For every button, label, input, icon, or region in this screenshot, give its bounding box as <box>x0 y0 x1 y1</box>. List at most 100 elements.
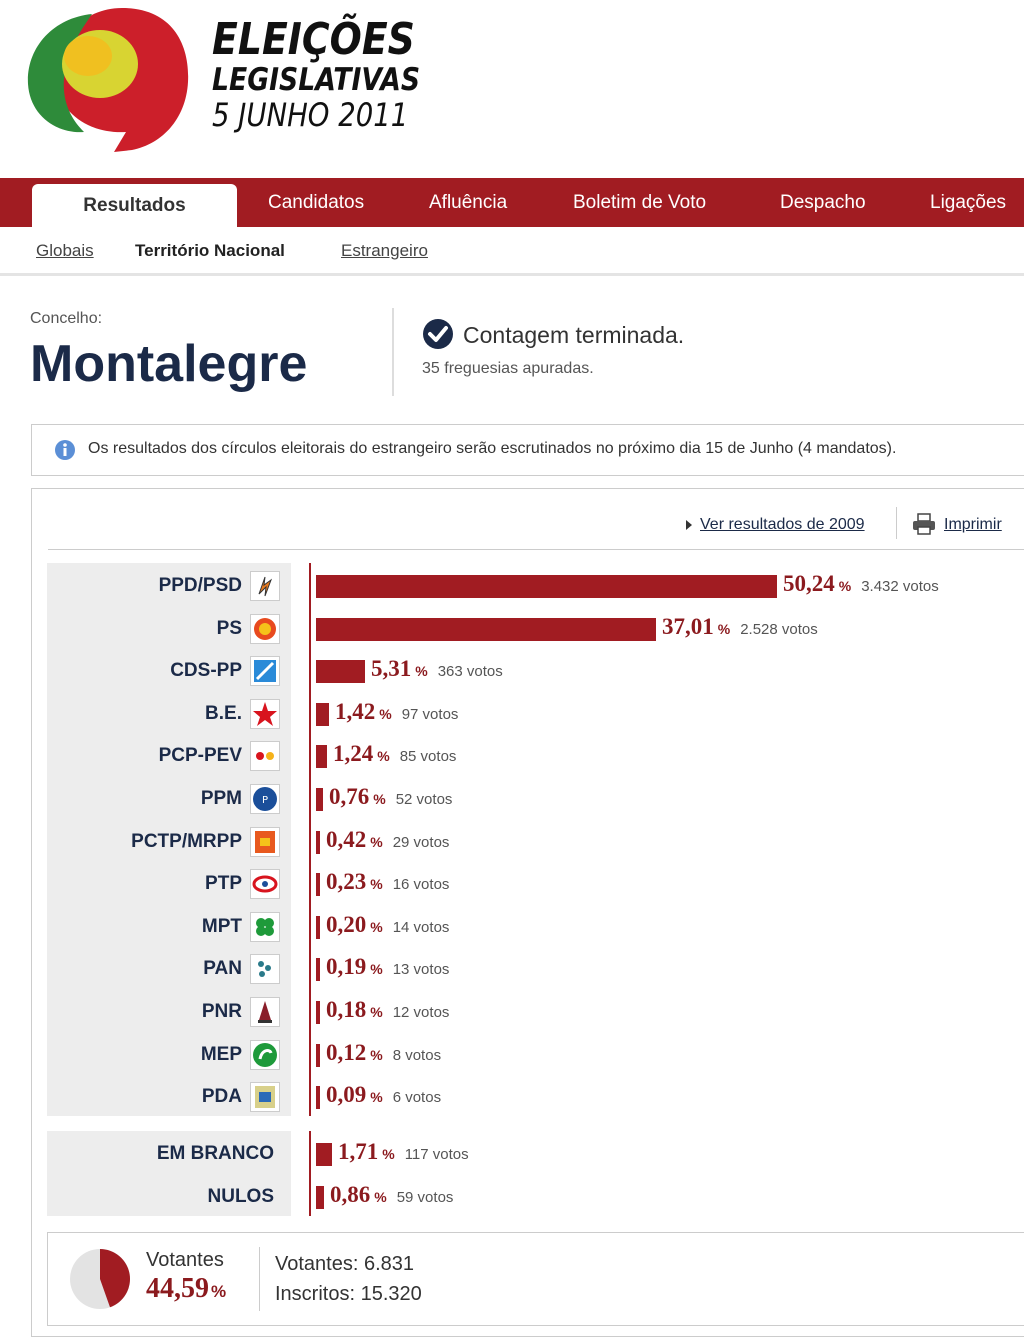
party-name: CDS-PP <box>170 660 242 682</box>
tab-resultados[interactable]: Resultados <box>32 184 237 227</box>
results-panel: Ver resultados de 2009 Imprimir PPD/PSD 5… <box>31 488 1024 1337</box>
result-bar <box>316 915 320 939</box>
party-name: B.E. <box>205 702 242 724</box>
party-logo-icon <box>250 997 280 1027</box>
tab-candidatos[interactable]: Candidatos <box>268 192 365 213</box>
arrow-right-icon <box>686 520 692 530</box>
percentage-value: 37,01 <box>662 613 714 639</box>
percentage-unit: % <box>717 620 731 637</box>
party-logo-icon <box>250 571 280 601</box>
tab-afluencia[interactable]: Afluência <box>429 192 508 213</box>
result-bar <box>316 702 329 726</box>
result-row-pda: PDA 0,09% 6 votos <box>32 1076 1024 1118</box>
party-logo-icon <box>250 826 280 857</box>
result-row-nulos: NULOS 0,86% 59 votos <box>32 1176 1024 1218</box>
percentage-value: 0,42 <box>326 826 367 852</box>
vote-count: 29 votos <box>392 833 450 851</box>
check-circle-icon <box>423 319 453 349</box>
ver-resultados-2009-link[interactable]: Ver resultados de 2009 <box>700 516 865 533</box>
party-name: NULOS <box>207 1186 275 1207</box>
result-bar <box>316 575 777 598</box>
party-name: EM BRANCO <box>156 1143 274 1164</box>
tab-despacho[interactable]: Despacho <box>780 192 866 213</box>
percentage-value: 0,09 <box>326 1082 367 1108</box>
result-row-mep: MEP 0,12% 8 votos <box>32 1034 1024 1076</box>
result-row-pcp-pev: PCP-PEV 1,24% 85 votos <box>32 735 1024 777</box>
result-percentage: 37,01% 2.528 votos <box>662 614 818 640</box>
party-logo-icon <box>250 911 280 942</box>
percentage-unit: % <box>370 833 383 850</box>
result-percentage: 1,71% 117 votos <box>338 1139 469 1165</box>
result-bar <box>316 873 320 897</box>
svg-text:P: P <box>262 795 268 806</box>
percentage-value: 0,20 <box>326 911 367 937</box>
party-name: PTP <box>205 873 242 895</box>
percentage-unit: % <box>415 663 428 680</box>
votantes-label: Votantes <box>146 1249 224 1271</box>
subnav-territorio-nacional[interactable]: Território Nacional <box>135 241 285 260</box>
subnav-estrangeiro[interactable]: Estrangeiro <box>341 241 428 260</box>
result-bar <box>316 1143 332 1166</box>
printer-icon[interactable] <box>912 513 936 535</box>
result-percentage: 0,09% 6 votos <box>326 1082 441 1108</box>
result-percentage: 1,24% 85 votos <box>333 741 456 767</box>
notice-text: Os resultados dos círculos eleitorais do… <box>88 440 897 457</box>
result-row-ps: PS 37,01% 2.528 votos <box>32 608 1024 650</box>
percentage-unit: % <box>377 748 390 765</box>
vote-count: 14 votos <box>392 918 450 936</box>
count-status: Contagem terminada. <box>463 322 685 348</box>
chart-axis-line <box>309 563 311 1116</box>
tab-boletim-de-voto[interactable]: Boletim de Voto <box>573 192 707 213</box>
result-bar <box>316 1186 324 1209</box>
vote-count: 52 votos <box>395 791 453 808</box>
pie-slice-votantes <box>100 1249 131 1308</box>
result-row-cds-pp: CDS-PP 5,31% 363 votos <box>32 650 1024 692</box>
percentage-value: 0,86 <box>330 1182 371 1207</box>
info-icon <box>55 440 75 460</box>
brand-date: 5 JUNHO 2011 <box>212 96 409 134</box>
vote-count: 363 votos <box>437 663 503 681</box>
result-percentage: 0,23% 16 votos <box>326 869 449 895</box>
imprimir-link[interactable]: Imprimir <box>944 516 1002 533</box>
party-name: PPM <box>200 788 242 809</box>
page-title: Montalegre <box>30 335 308 393</box>
percentage-unit: % <box>370 1004 383 1020</box>
party-name: PCP-PEV <box>158 745 242 767</box>
divider <box>392 308 394 396</box>
vote-count: 97 votos <box>401 705 459 723</box>
party-logo-icon <box>250 741 280 772</box>
result-bar <box>316 958 320 982</box>
vote-count: 13 votos <box>392 961 450 979</box>
subnav-globais[interactable]: Globais <box>36 241 94 260</box>
party-name: PNR <box>201 1001 242 1022</box>
result-percentage: 0,86% 59 votos <box>330 1182 453 1208</box>
result-percentage: 5,31% 363 votos <box>371 656 503 682</box>
result-bar <box>316 1001 320 1024</box>
party-logo-icon <box>250 656 280 687</box>
percentage-unit: % <box>374 1189 387 1205</box>
tab-ligacoes[interactable]: Ligações <box>930 192 1007 213</box>
concelho-label: Concelho: <box>30 310 103 327</box>
result-bar <box>316 660 365 684</box>
percentage-unit: % <box>370 1089 383 1106</box>
result-percentage: 0,20% 14 votos <box>326 912 449 938</box>
party-logo-icon <box>250 1082 280 1113</box>
info-notice: Os resultados dos círculos eleitorais do… <box>31 424 1024 476</box>
result-percentage: 0,76% 52 votos <box>329 784 452 810</box>
percentage-unit: % <box>382 1146 395 1162</box>
toolbar-divider <box>896 507 897 539</box>
chart-axis-line-2 <box>309 1131 311 1216</box>
party-logo-icon <box>250 954 280 985</box>
vote-count: 16 votos <box>392 876 450 894</box>
party-logo-icon <box>250 869 280 900</box>
vote-count: 59 votos <box>396 1189 454 1206</box>
percentage-unit: % <box>373 791 386 807</box>
result-row-mpt: MPT 0,20% 14 votos <box>32 906 1024 948</box>
result-bar <box>316 617 656 641</box>
party-logo-icon <box>250 613 280 644</box>
result-row-b-e: B.E. 1,42% 97 votos <box>32 693 1024 735</box>
party-name: PDA <box>201 1086 242 1108</box>
main-nav: Resultados Candidatos Afluência Boletim … <box>0 178 1024 227</box>
result-row-em-branco: EM BRANCO 1,71% 117 votos <box>32 1133 1024 1175</box>
result-percentage: 0,19% 13 votos <box>326 954 449 980</box>
